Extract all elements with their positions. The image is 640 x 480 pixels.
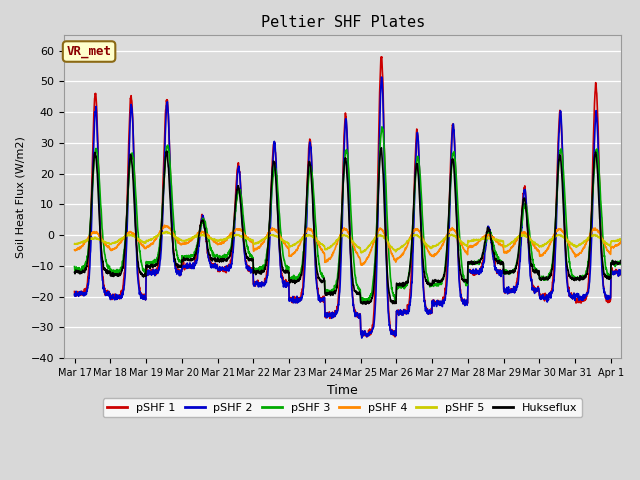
Text: VR_met: VR_met	[67, 45, 111, 58]
Y-axis label: Soil Heat Flux (W/m2): Soil Heat Flux (W/m2)	[15, 136, 25, 258]
Legend: pSHF 1, pSHF 2, pSHF 3, pSHF 4, pSHF 5, Hukseflux: pSHF 1, pSHF 2, pSHF 3, pSHF 4, pSHF 5, …	[103, 398, 582, 417]
Title: Peltier SHF Plates: Peltier SHF Plates	[260, 15, 425, 30]
X-axis label: Time: Time	[327, 384, 358, 396]
